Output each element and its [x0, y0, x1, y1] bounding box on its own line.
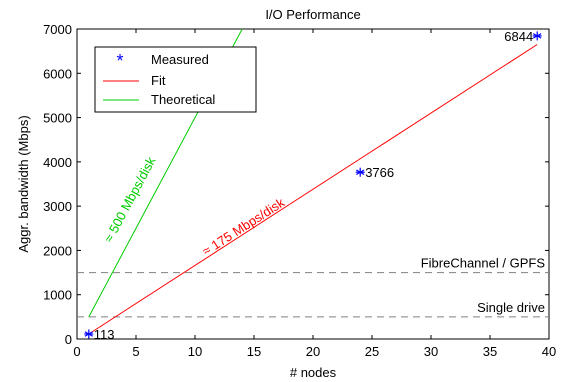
- legend-item-measured: * Measured: [116, 51, 208, 71]
- x-tick-label: 40: [542, 344, 556, 359]
- x-tick-label: 25: [365, 344, 379, 359]
- measured-value-label: 3766: [365, 165, 394, 180]
- series-line-fit: [88, 44, 538, 335]
- x-tick-label: 35: [483, 344, 497, 359]
- y-tick-label: 6000: [43, 66, 72, 81]
- x-tick-label: 20: [306, 344, 320, 359]
- measured-point: 3766: [355, 165, 394, 180]
- measured-value-label: 113: [94, 327, 115, 342]
- reference-line-label-1: Single drive: [477, 300, 545, 315]
- chart-title: I/O Performance: [265, 7, 360, 22]
- y-tick-label: 1000: [43, 288, 72, 303]
- measured-point: 6844: [504, 29, 542, 44]
- legend-label-fit: Fit: [151, 73, 166, 88]
- legend-box: [94, 46, 257, 113]
- y-tick-label: 5000: [43, 111, 72, 126]
- legend-label-measured: Measured: [151, 52, 209, 67]
- y-tick-label: 0: [65, 332, 72, 347]
- measured-point: 113: [84, 327, 115, 342]
- series-line-theoretical: [88, 28, 243, 318]
- x-tick-label: 15: [247, 344, 261, 359]
- x-axis-label: # nodes: [290, 365, 337, 380]
- measured-markers: 113 3766 6844: [84, 29, 542, 342]
- x-tick-label: 0: [73, 344, 80, 359]
- legend-item-fit: Fit: [103, 73, 166, 88]
- legend-label-theoretical: Theoretical: [151, 92, 215, 107]
- y-tick-label: 2000: [43, 243, 72, 258]
- y-axis-label: Aggr. bandwidth (Mbps): [16, 115, 31, 252]
- series-lines: [88, 28, 538, 335]
- legend: * Measured Fit Theoretical: [94, 46, 257, 113]
- reference-line-label-0: FibreChannel / GPFS: [421, 256, 546, 271]
- legend-item-theoretical: Theoretical: [103, 92, 215, 107]
- y-tick-label: 7000: [43, 22, 72, 37]
- x-tick-label: 5: [132, 344, 139, 359]
- x-tick-label: 30: [424, 344, 438, 359]
- y-tick-label: 3000: [43, 199, 72, 214]
- axis-ticks: 0 5 10 15 20 25 30 35 40 0 1000 2000 3000 4000 5000 600…: [43, 22, 556, 359]
- x-tick-label: 10: [188, 344, 202, 359]
- legend-marker-measured: *: [116, 51, 123, 71]
- reference-lines: FibreChannel / GPFS Single drive: [77, 256, 549, 318]
- y-tick-label: 4000: [43, 155, 72, 170]
- measured-value-label: 6844: [504, 29, 533, 44]
